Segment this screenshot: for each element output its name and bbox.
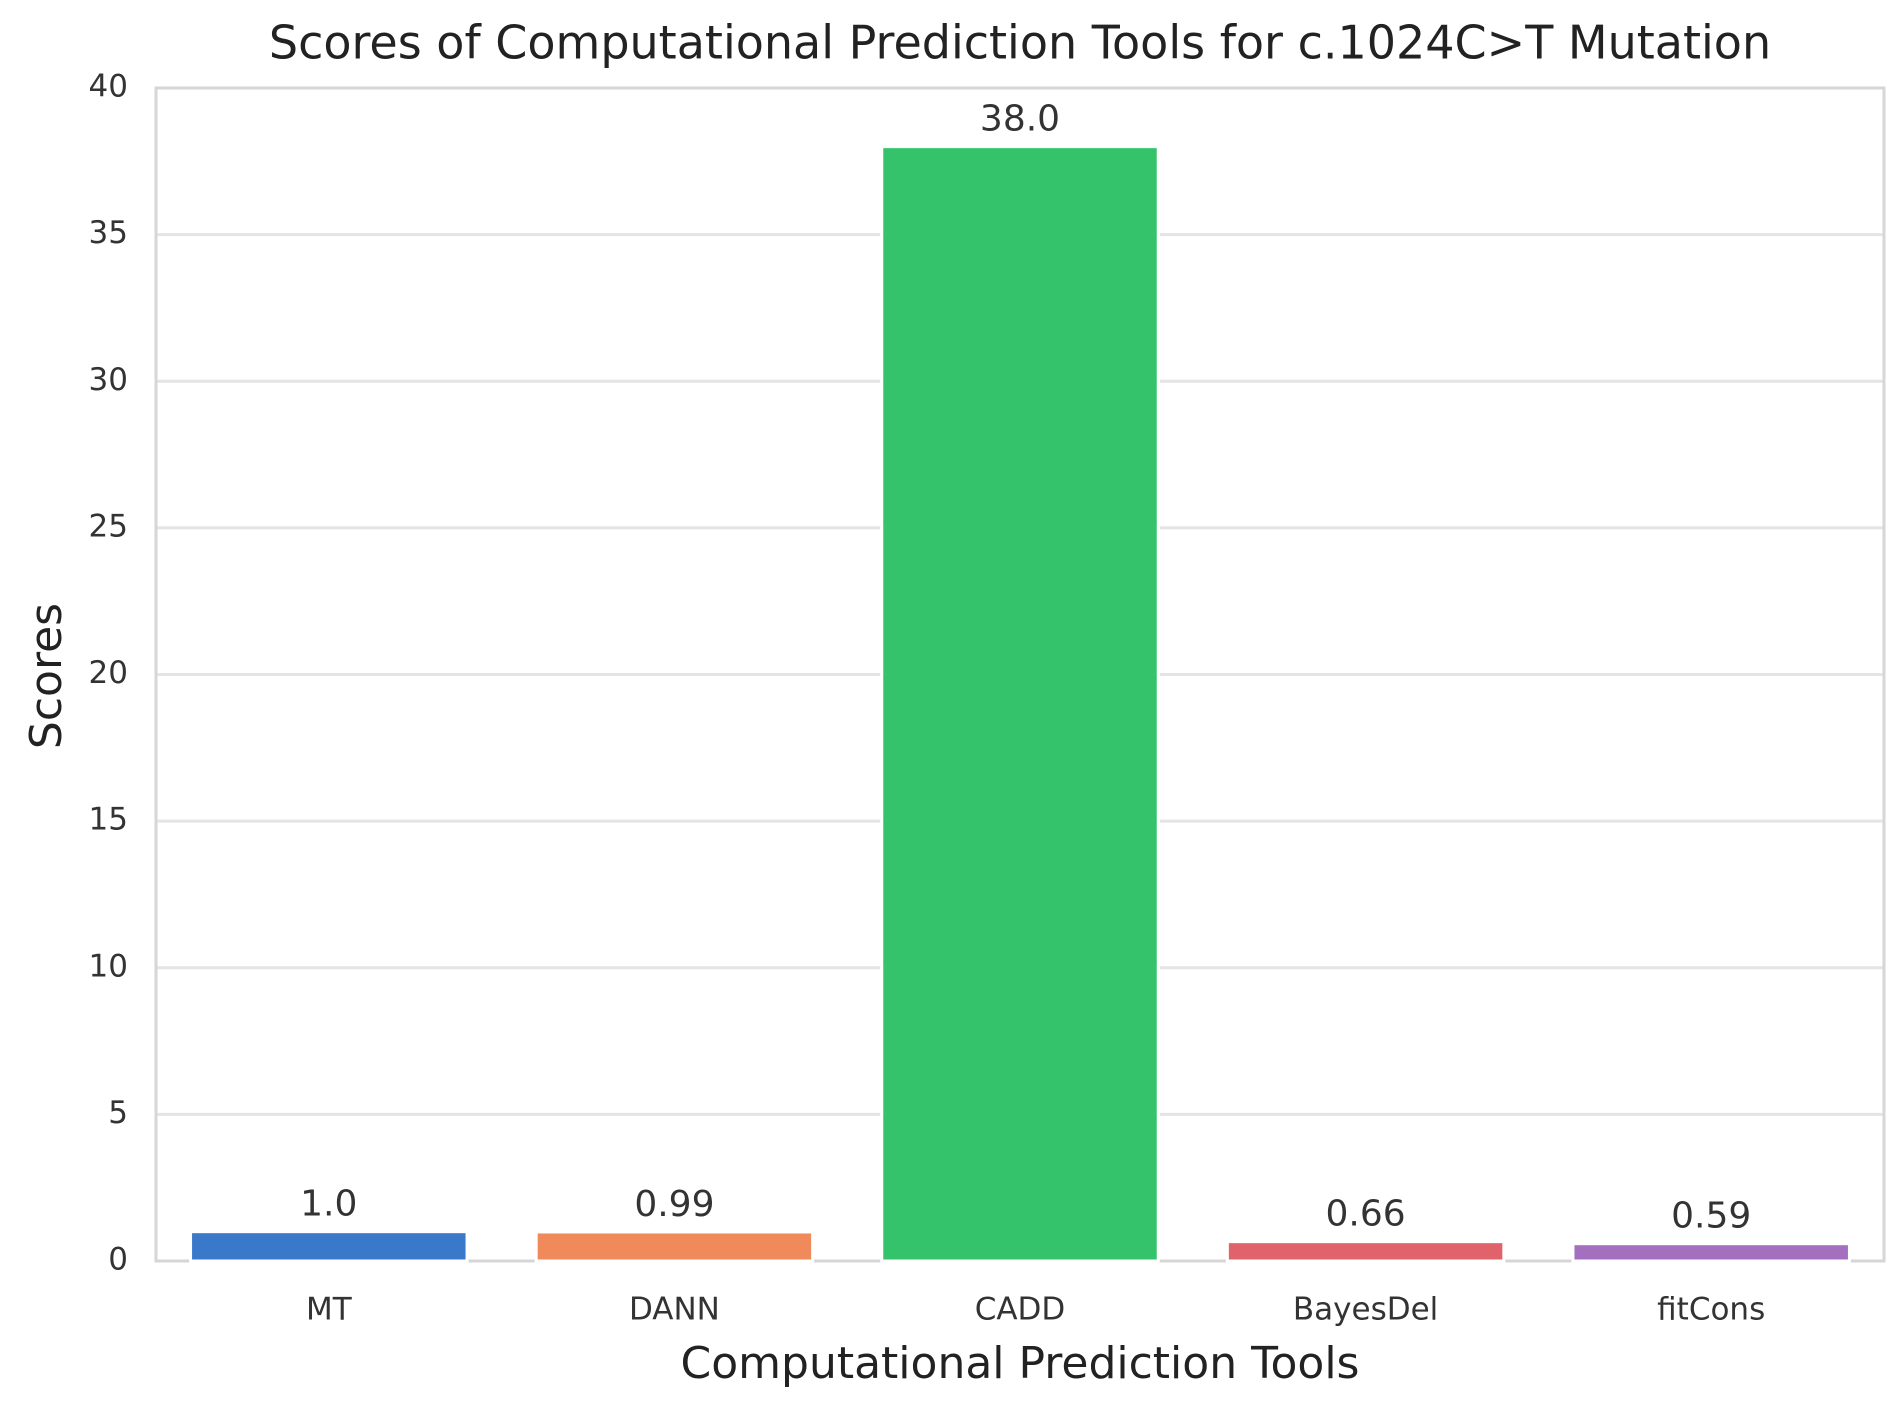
x-axis-label: Computational Prediction Tools	[681, 1338, 1360, 1389]
value-label: 0.66	[1326, 1194, 1406, 1235]
value-label: 0.99	[634, 1184, 714, 1225]
value-label: 1.0	[300, 1184, 357, 1225]
chart-title: Scores of Computational Prediction Tools…	[269, 16, 1771, 70]
y-tick-label: 30	[89, 362, 128, 398]
y-tick-label: 40	[89, 69, 128, 105]
y-tick-label: 5	[108, 1095, 128, 1131]
bar	[534, 1230, 815, 1263]
x-tick-label: DANN	[629, 1292, 720, 1328]
y-tick-label: 25	[89, 508, 128, 544]
value-label: 38.0	[980, 99, 1060, 140]
x-tick-label: MT	[306, 1292, 353, 1328]
bar	[1571, 1242, 1851, 1263]
x-tick-label: BayesDel	[1293, 1292, 1438, 1328]
y-tick-label: 0	[108, 1242, 128, 1278]
bar	[880, 145, 1160, 1263]
bar	[189, 1230, 469, 1263]
y-axis-label: Scores	[21, 603, 72, 749]
value-label: 0.59	[1671, 1196, 1751, 1237]
x-tick-label: CADD	[975, 1292, 1066, 1328]
y-tick-label: 35	[89, 215, 128, 251]
bar	[1225, 1240, 1506, 1263]
y-tick-label: 10	[89, 948, 128, 984]
y-tick-label: 15	[89, 802, 128, 838]
y-tick-label: 20	[89, 655, 128, 691]
x-tick-label: fitCons	[1657, 1292, 1765, 1328]
